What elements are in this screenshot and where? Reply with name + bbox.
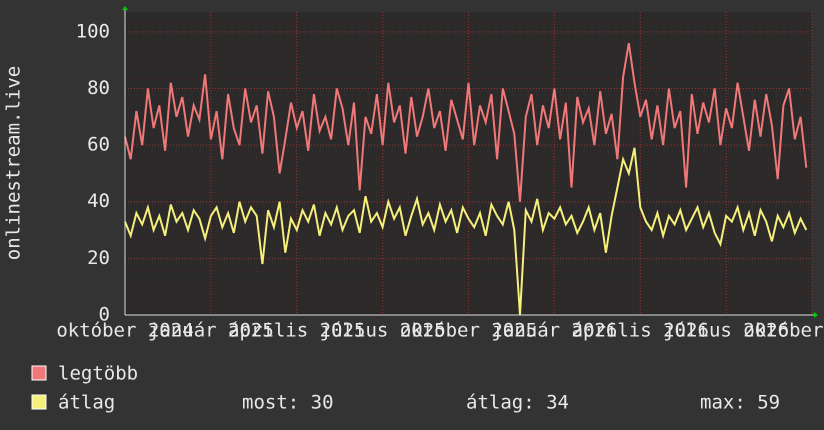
x-tick-label: október 2024 <box>56 320 193 342</box>
stat: átlag: 34 <box>466 392 569 414</box>
legend-swatch <box>31 394 47 410</box>
stat: most: 30 <box>242 392 334 414</box>
axis-arrow <box>814 312 818 318</box>
x-tick-label: július 2025 <box>320 320 446 342</box>
x-tick-label: január 2026 <box>491 320 617 342</box>
legend-swatch <box>31 365 47 381</box>
axis-arrow <box>122 6 128 10</box>
legend: legtöbb átlag most: 30 átlag: 34 max: 59 <box>31 363 780 414</box>
x-tick-label: október 2026 <box>743 320 824 342</box>
series-line <box>124 42 808 202</box>
x-tick-label: április 2026 <box>572 320 709 342</box>
legend-label: átlag <box>58 392 115 414</box>
stat: max: 59 <box>700 392 780 414</box>
y-tick-label: 100 <box>76 20 110 42</box>
y-tick-label: 80 <box>87 77 110 99</box>
y-tick-label: 0 <box>99 304 110 326</box>
x-tick-label: április 2025 <box>228 320 365 342</box>
y-tick-label: 40 <box>87 190 110 212</box>
y-axis-label: onlinestream.live <box>3 66 25 260</box>
series-line <box>124 147 808 316</box>
x-tick-label: október 2025 <box>400 320 537 342</box>
y-tick-label: 60 <box>87 134 110 156</box>
y-tick-label: 20 <box>87 247 110 269</box>
legend-label: legtöbb <box>58 363 138 385</box>
x-tick-label: január 2025 <box>148 320 274 342</box>
x-tick-label: július 2026 <box>663 320 789 342</box>
